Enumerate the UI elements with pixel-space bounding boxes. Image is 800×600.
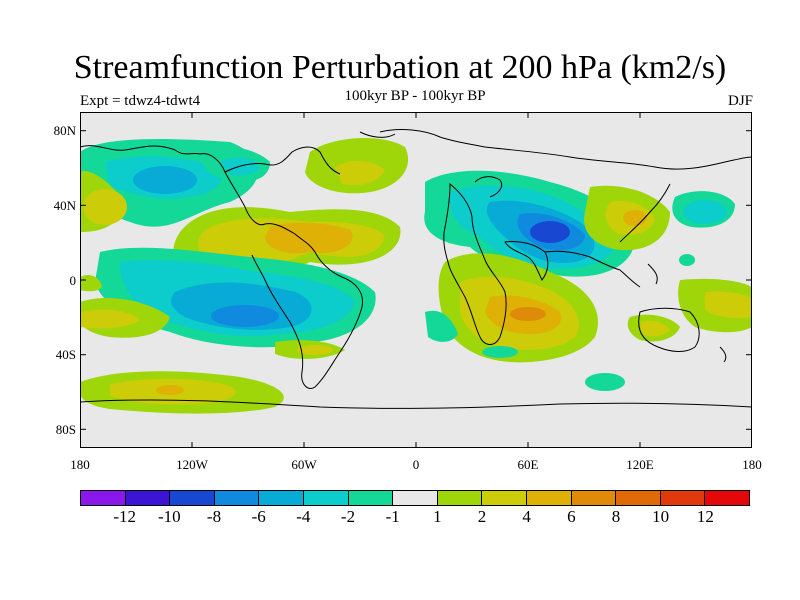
- colorbar-label: -4: [296, 507, 311, 526]
- colorbar-label: -12: [113, 507, 136, 526]
- experiment-label: Expt = tdwz4-tdwt4: [80, 93, 201, 109]
- south-pacific-high: [80, 371, 284, 414]
- colorbar-swatch: [437, 491, 483, 505]
- lat-tick-label: 80S: [55, 422, 76, 437]
- lon-tick-label: 120E: [626, 457, 654, 472]
- subtitle-label: 100kyr BP - 100kyr BP: [344, 88, 486, 104]
- colorbar-label: 10: [652, 507, 670, 526]
- season-label: DJF: [727, 93, 753, 109]
- coastlines: [80, 129, 752, 409]
- lon-tick-label: 180: [742, 457, 762, 472]
- colorbar-label: -2: [340, 507, 356, 526]
- lon-tick-label: 60W: [291, 457, 317, 472]
- colorbar-swatch: [705, 491, 749, 505]
- colorbar-label: 6: [567, 507, 576, 526]
- colorbar-swatch: [81, 491, 126, 505]
- colorbar-label: -10: [157, 507, 181, 526]
- colorbar-label: 1: [433, 507, 442, 526]
- colorbar-swatch: [616, 491, 661, 505]
- tick-marks: [80, 112, 752, 448]
- lat-tick-label: 40S: [55, 347, 76, 362]
- map-plot: [80, 112, 752, 448]
- colorbar-swatch: [303, 491, 349, 505]
- colorbar-label: 4: [522, 507, 531, 526]
- colorbar-swatch: [526, 491, 572, 505]
- lon-tick-label: 0: [412, 457, 420, 472]
- lat-tick-label: 0: [69, 273, 77, 288]
- indian-ocean-high: [438, 253, 598, 363]
- colorbar-swatch: [393, 491, 438, 505]
- lat-tick-label: 80N: [53, 123, 76, 138]
- colorbar-swatch: [482, 491, 527, 505]
- colorbar-label: 2: [477, 507, 487, 526]
- colorbar-swatch: [170, 491, 215, 505]
- colorbar-swatch: [571, 491, 617, 505]
- east-asia-high: [584, 185, 670, 251]
- colorbar-label: -8: [206, 507, 222, 526]
- colorbar-label: 8: [611, 507, 621, 526]
- colorbar: [80, 490, 750, 506]
- lon-tick-label: 180: [70, 457, 90, 472]
- colorbar-swatch: [259, 491, 304, 505]
- colorbar-label: -6: [251, 507, 266, 526]
- lon-tick-label: 120W: [176, 457, 208, 472]
- colorbar-label: -1: [385, 507, 400, 526]
- colorbar-swatch: [214, 491, 260, 505]
- contour-fill-layer: [80, 112, 752, 448]
- central-atlantic-high: [305, 137, 409, 194]
- colorbar-label: 12: [696, 507, 714, 526]
- lon-tick-label: 60E: [517, 457, 539, 472]
- colorbar-swatch: [348, 491, 394, 505]
- plot-title: Streamfunction Perturbation at 200 hPa (…: [73, 49, 727, 86]
- lat-tick-label: 40N: [53, 198, 76, 213]
- tibet-low: [424, 170, 635, 277]
- colorbar-swatch: [660, 491, 706, 505]
- colorbar-swatch: [125, 491, 171, 505]
